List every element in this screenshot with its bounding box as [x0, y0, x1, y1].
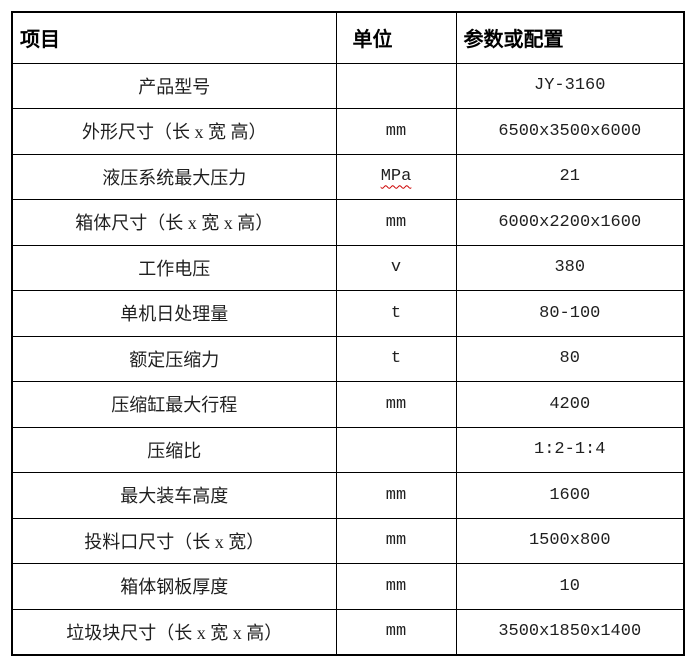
- unit-cell: mm: [335, 563, 457, 610]
- table-row: 最大装车高度 mm 1600: [11, 472, 685, 519]
- table-row: 投料口尺寸（长 x 宽） mm 1500x800: [11, 517, 685, 564]
- value-cell: 21: [455, 153, 685, 200]
- item-cell: 箱体钢板厚度: [11, 563, 337, 610]
- item-cell: 液压系统最大压力: [11, 153, 337, 200]
- value-cell: 6000x2200x1600: [455, 199, 685, 246]
- table-row: 工作电压 v 380: [11, 244, 685, 291]
- header-item: 项目: [11, 11, 337, 64]
- value-cell: JY-3160: [455, 62, 685, 109]
- unit-cell: mm: [335, 108, 457, 155]
- table-row: 单机日处理量 t 80-100: [11, 290, 685, 337]
- item-cell: 外形尺寸（长 x 宽 高）: [11, 108, 337, 155]
- table-row: 箱体钢板厚度 mm 10: [11, 563, 685, 610]
- item-cell: 单机日处理量: [11, 290, 337, 337]
- item-cell: 工作电压: [11, 244, 337, 291]
- table-row: 外形尺寸（长 x 宽 高） mm 6500x3500x6000: [11, 108, 685, 155]
- unit-cell: MPa: [335, 153, 457, 200]
- value-cell: 1500x800: [455, 517, 685, 564]
- table-row: 额定压缩力 t 80: [11, 335, 685, 382]
- table-row: 液压系统最大压力 MPa 21: [11, 153, 685, 200]
- unit-cell: [335, 62, 457, 109]
- unit-cell: mm: [335, 199, 457, 246]
- item-cell: 压缩比: [11, 426, 337, 473]
- table-row: 垃圾块尺寸（长 x 宽 x 高） mm 3500x1850x1400: [11, 608, 685, 655]
- header-unit: 单位: [335, 11, 457, 64]
- value-cell: 4200: [455, 381, 685, 428]
- table-row: 压缩比 1:2-1:4: [11, 426, 685, 473]
- value-cell: 6500x3500x6000: [455, 108, 685, 155]
- table-row: 产品型号 JY-3160: [11, 62, 685, 109]
- table-header-row: 项目 单位 参数或配置: [11, 11, 685, 64]
- item-cell: 最大装车高度: [11, 472, 337, 519]
- value-cell: 3500x1850x1400: [455, 608, 685, 655]
- unit-cell: t: [335, 290, 457, 337]
- unit-cell: mm: [335, 472, 457, 519]
- header-parameters: 参数或配置: [455, 11, 685, 64]
- unit-cell: mm: [335, 381, 457, 428]
- unit-cell: mm: [335, 517, 457, 564]
- table-row: 箱体尺寸（长 x 宽 x 高） mm 6000x2200x1600: [11, 199, 685, 246]
- spellcheck-underlined-text: MPa: [380, 167, 412, 187]
- item-cell: 产品型号: [11, 62, 337, 109]
- value-cell: 10: [455, 563, 685, 610]
- value-cell: 1:2-1:4: [455, 426, 685, 473]
- unit-cell: mm: [335, 608, 457, 655]
- spec-table-body: 产品型号 JY-3160 外形尺寸（长 x 宽 高） mm 6500x3500x6000…: [11, 62, 685, 655]
- unit-cell: t: [335, 335, 457, 382]
- value-cell: 380: [455, 244, 685, 291]
- item-cell: 投料口尺寸（长 x 宽）: [11, 517, 337, 564]
- item-cell: 箱体尺寸（长 x 宽 x 高）: [11, 199, 337, 246]
- value-cell: 1600: [455, 472, 685, 519]
- value-cell: 80-100: [455, 290, 685, 337]
- item-cell: 额定压缩力: [11, 335, 337, 382]
- spec-table: 项目 单位 参数或配置 产品型号 JY-3160 外形尺寸（长 x 宽 高） mm 65…: [11, 11, 685, 656]
- table-row: 压缩缸最大行程 mm 4200: [11, 381, 685, 428]
- unit-cell: v: [335, 244, 457, 291]
- value-cell: 80: [455, 335, 685, 382]
- item-cell: 垃圾块尺寸（长 x 宽 x 高）: [11, 608, 337, 655]
- unit-cell: [335, 426, 457, 473]
- item-cell: 压缩缸最大行程: [11, 381, 337, 428]
